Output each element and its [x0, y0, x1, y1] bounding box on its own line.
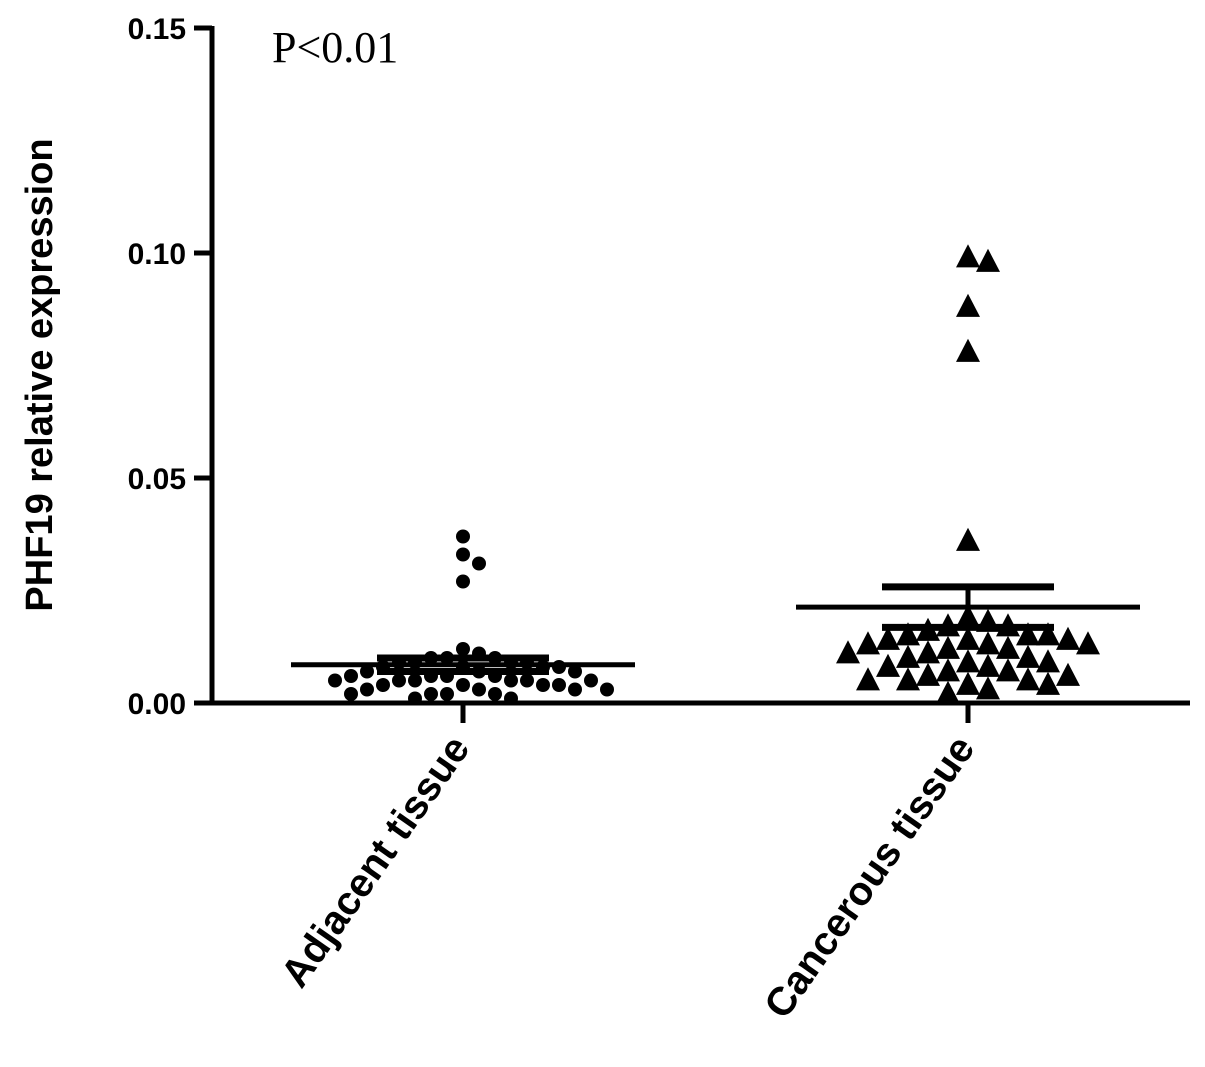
data-point-cancerous	[956, 671, 980, 695]
data-point-cancerous	[1016, 622, 1040, 646]
x-tick-label: Adjacent tissue	[273, 728, 479, 995]
data-point-cancerous	[936, 635, 960, 659]
data-point-adjacent	[344, 669, 358, 683]
data-point-cancerous	[856, 631, 880, 655]
data-point-cancerous	[896, 622, 920, 646]
data-point-cancerous	[956, 293, 980, 317]
data-point-adjacent	[568, 682, 582, 697]
data-point-cancerous	[1036, 649, 1060, 673]
data-point-cancerous	[976, 248, 1000, 272]
data-point-adjacent	[472, 682, 486, 697]
data-point-adjacent	[360, 682, 374, 697]
data-point-cancerous	[1076, 631, 1100, 655]
data-point-adjacent	[488, 687, 502, 701]
y-tick-label: 0.10	[128, 238, 186, 271]
data-point-cancerous	[1056, 662, 1080, 686]
data-point-adjacent	[424, 687, 438, 701]
data-marks	[328, 244, 1100, 706]
data-point-adjacent	[472, 556, 486, 571]
data-point-adjacent	[344, 687, 358, 701]
data-point-adjacent	[584, 673, 598, 688]
data-point-cancerous	[856, 667, 880, 691]
y-axis-title: PHF19 relative expression	[19, 138, 61, 611]
data-point-cancerous	[916, 640, 940, 664]
data-point-cancerous	[976, 631, 1000, 655]
data-point-cancerous	[976, 676, 1000, 700]
data-point-adjacent	[456, 529, 470, 544]
data-point-adjacent	[360, 664, 374, 679]
data-point-cancerous	[936, 658, 960, 682]
data-point-cancerous	[956, 338, 980, 362]
data-point-cancerous	[956, 626, 980, 650]
data-point-cancerous	[836, 640, 860, 664]
data-point-adjacent	[536, 678, 550, 692]
x-ticks: Adjacent tissue Cancerous tissue	[273, 703, 983, 1026]
data-point-cancerous	[1056, 626, 1080, 650]
data-point-adjacent	[456, 547, 470, 562]
data-point-cancerous	[916, 662, 940, 686]
data-point-cancerous	[976, 653, 1000, 677]
data-point-cancerous	[956, 649, 980, 673]
data-point-cancerous	[1036, 622, 1060, 646]
data-point-cancerous	[996, 658, 1020, 682]
data-point-cancerous	[936, 680, 960, 704]
data-point-cancerous	[1016, 644, 1040, 668]
y-tick-label: 0.05	[128, 463, 186, 496]
data-point-cancerous	[996, 635, 1020, 659]
data-point-adjacent	[408, 673, 422, 688]
data-point-adjacent	[440, 687, 454, 701]
data-point-cancerous	[876, 653, 900, 677]
data-point-cancerous	[1016, 667, 1040, 691]
data-point-adjacent	[392, 673, 406, 688]
data-point-cancerous	[956, 244, 980, 268]
data-point-adjacent	[456, 642, 470, 656]
data-point-cancerous	[876, 626, 900, 650]
data-point-adjacent	[456, 574, 470, 589]
data-point-adjacent	[504, 673, 518, 688]
axes	[209, 26, 1190, 706]
data-point-adjacent	[552, 678, 566, 692]
mean-sem-bars	[291, 583, 1140, 675]
data-point-cancerous	[896, 667, 920, 691]
y-tick-label: 0.15	[128, 13, 186, 46]
data-point-adjacent	[408, 691, 422, 706]
data-point-adjacent	[504, 691, 518, 706]
data-point-cancerous	[896, 644, 920, 668]
data-point-cancerous	[956, 527, 980, 551]
data-point-adjacent	[520, 673, 534, 688]
data-point-adjacent	[328, 673, 342, 688]
data-point-adjacent	[456, 678, 470, 692]
x-tick-label: Cancerous tissue	[756, 728, 983, 1026]
data-point-cancerous	[1036, 671, 1060, 695]
data-point-adjacent	[600, 682, 614, 697]
data-point-adjacent	[568, 664, 582, 679]
y-tick-label: 0.00	[128, 688, 186, 721]
p-value-annotation: P<0.01	[272, 23, 398, 72]
y-ticks: 0.00 0.05 0.10 0.15	[128, 13, 212, 721]
data-point-adjacent	[376, 678, 390, 692]
